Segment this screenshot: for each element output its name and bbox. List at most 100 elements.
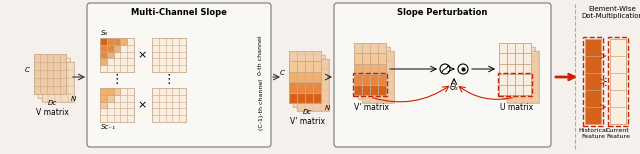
- Bar: [503, 47, 535, 99]
- Text: Θₛ: Θₛ: [449, 83, 458, 91]
- Bar: [523, 53, 531, 64]
- Bar: [297, 61, 305, 72]
- Bar: [354, 64, 362, 74]
- Bar: [305, 82, 313, 93]
- Bar: [507, 53, 515, 64]
- Bar: [507, 74, 515, 85]
- Bar: [354, 43, 386, 95]
- Text: V matrix: V matrix: [36, 108, 68, 117]
- Bar: [610, 39, 626, 124]
- Bar: [313, 93, 321, 103]
- Bar: [370, 64, 378, 74]
- Bar: [293, 55, 325, 107]
- Bar: [100, 95, 107, 102]
- Bar: [353, 73, 387, 96]
- Text: C: C: [25, 67, 30, 73]
- Bar: [507, 85, 515, 95]
- Bar: [354, 74, 362, 85]
- Text: ⋮: ⋮: [600, 77, 611, 87]
- Bar: [107, 88, 114, 95]
- Bar: [152, 88, 186, 122]
- Circle shape: [458, 64, 468, 74]
- Text: ⋮: ⋮: [163, 73, 175, 87]
- Bar: [499, 85, 507, 95]
- Bar: [42, 62, 74, 102]
- Bar: [100, 58, 107, 65]
- Bar: [515, 85, 523, 95]
- Text: C: C: [280, 70, 285, 76]
- Bar: [100, 45, 107, 52]
- Bar: [305, 61, 313, 72]
- Bar: [498, 73, 532, 96]
- Text: V' matrix: V' matrix: [289, 117, 324, 126]
- Bar: [515, 43, 523, 53]
- Text: N: N: [71, 96, 76, 102]
- Bar: [354, 53, 362, 64]
- Bar: [297, 82, 305, 93]
- Bar: [297, 59, 329, 111]
- Bar: [507, 43, 515, 53]
- Bar: [378, 64, 386, 74]
- Bar: [107, 95, 114, 102]
- Bar: [107, 45, 114, 52]
- Bar: [289, 93, 297, 103]
- Bar: [362, 74, 370, 85]
- Bar: [289, 82, 297, 93]
- Bar: [34, 54, 66, 94]
- Text: (C-1)-th channel: (C-1)-th channel: [259, 79, 264, 130]
- Bar: [100, 88, 107, 95]
- Bar: [289, 51, 321, 103]
- Bar: [305, 72, 313, 82]
- Bar: [499, 43, 531, 95]
- Bar: [313, 61, 321, 72]
- Bar: [313, 72, 321, 82]
- Bar: [289, 72, 297, 82]
- Bar: [38, 58, 70, 98]
- Bar: [583, 37, 603, 126]
- Circle shape: [440, 64, 450, 74]
- Bar: [358, 47, 390, 99]
- Bar: [507, 51, 539, 103]
- Bar: [107, 38, 114, 45]
- Bar: [523, 64, 531, 74]
- FancyBboxPatch shape: [334, 3, 551, 147]
- Bar: [362, 51, 394, 103]
- Bar: [499, 53, 507, 64]
- Bar: [120, 38, 127, 45]
- Text: ⋮: ⋮: [111, 73, 124, 87]
- Bar: [362, 85, 370, 95]
- Bar: [100, 88, 134, 122]
- Text: Historical
Feature: Historical Feature: [578, 128, 608, 139]
- Bar: [354, 85, 362, 95]
- Text: Current
Feature: Current Feature: [606, 128, 630, 139]
- Text: Dᴄ: Dᴄ: [47, 100, 56, 106]
- Bar: [100, 52, 107, 58]
- Text: Slope Perturbation: Slope Perturbation: [397, 8, 488, 17]
- Bar: [297, 93, 305, 103]
- Bar: [515, 64, 523, 74]
- Bar: [585, 39, 601, 124]
- Bar: [499, 43, 507, 53]
- Bar: [297, 72, 305, 82]
- FancyBboxPatch shape: [87, 3, 271, 147]
- Text: V' matrix: V' matrix: [355, 103, 390, 112]
- Bar: [378, 53, 386, 64]
- Bar: [100, 102, 107, 108]
- Text: Multi-Channel Slope: Multi-Channel Slope: [131, 8, 227, 17]
- Bar: [107, 52, 114, 58]
- Bar: [362, 64, 370, 74]
- Bar: [507, 64, 515, 74]
- Text: Sᴄ₋₁: Sᴄ₋₁: [101, 124, 116, 130]
- Text: S₀: S₀: [101, 30, 108, 36]
- Bar: [378, 85, 386, 95]
- Bar: [100, 38, 134, 72]
- Bar: [152, 38, 186, 72]
- Bar: [515, 53, 523, 64]
- Text: N: N: [325, 105, 330, 111]
- Bar: [100, 38, 107, 45]
- Bar: [289, 61, 297, 72]
- Bar: [523, 74, 531, 85]
- Bar: [114, 88, 120, 95]
- Bar: [305, 93, 313, 103]
- Bar: [523, 85, 531, 95]
